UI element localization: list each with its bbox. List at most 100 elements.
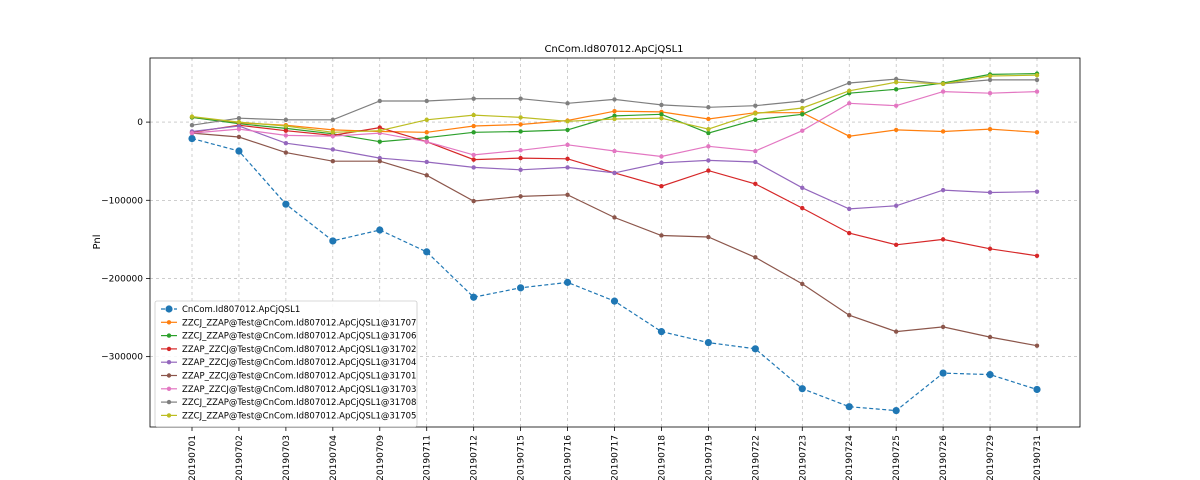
data-point <box>424 130 429 135</box>
data-point <box>845 403 853 411</box>
data-point <box>706 116 711 122</box>
data-point <box>800 205 805 211</box>
data-point <box>565 192 570 198</box>
data-point <box>659 115 664 121</box>
x-axis-ticks: 20190701 20190702 20190703 20190704 20190709… <box>188 427 1043 480</box>
data-point <box>612 97 617 102</box>
legend: CnCom.Id807012.ApCjQSL1 ZZCJ_ZZAP@Test@Cn… <box>154 300 418 428</box>
legend-item: ZZAP_ZZCJ@Test@CnCom.Id807012.ApCjQSL1@3… <box>161 385 416 395</box>
data-point <box>940 237 946 242</box>
legend-item: ZZCJ_ZZAP@Test@CnCom.Id807012.ApCjQSL1@3… <box>161 411 416 421</box>
data-point <box>893 242 899 248</box>
legend-item: CnCom.Id807012.ApCjQSL1 <box>161 305 300 315</box>
data-point <box>563 278 572 286</box>
data-point <box>236 126 242 132</box>
data-point <box>987 90 993 96</box>
x-tick-label: 20190711 <box>423 435 433 480</box>
data-point <box>987 334 993 340</box>
x-tick-label: 20190709 <box>376 435 386 480</box>
x-tick-label: 20190724 <box>845 435 855 480</box>
data-point <box>330 147 336 152</box>
legend-marker <box>166 373 172 378</box>
data-point <box>987 73 993 79</box>
data-point <box>518 96 523 101</box>
data-point <box>659 102 664 108</box>
legend-marker <box>166 320 172 325</box>
x-tick-label: 20190722 <box>751 435 761 480</box>
data-point <box>518 148 523 153</box>
x-tick-label: 20190712 <box>470 435 480 480</box>
legend-marker <box>166 360 172 365</box>
data-point <box>892 406 900 415</box>
data-point <box>565 101 570 106</box>
data-point <box>1034 253 1040 258</box>
data-point <box>612 148 617 154</box>
data-point <box>236 115 242 121</box>
legend-item: ZZCJ_ZZAP@Test@CnCom.Id807012.ApCjQSL1@3… <box>161 318 416 328</box>
data-point <box>189 114 195 119</box>
data-point <box>424 159 429 165</box>
data-point <box>377 125 382 130</box>
data-point <box>753 103 758 108</box>
data-point <box>565 127 570 133</box>
data-point <box>940 81 946 86</box>
data-point <box>847 230 852 236</box>
data-point <box>893 76 899 82</box>
data-point <box>283 123 289 129</box>
data-point <box>235 147 243 155</box>
data-point <box>471 112 476 118</box>
chart-title: CnCom.Id807012.ApCjQSL1 <box>544 44 683 55</box>
x-tick-label: 20190702 <box>235 435 245 480</box>
legend-marker <box>166 346 172 352</box>
data-point <box>753 111 758 116</box>
data-point <box>1034 72 1040 78</box>
data-point <box>377 158 382 164</box>
legend-label: ZZAP_ZZCJ@Test@CnCom.Id807012.ApCjQSL1@3… <box>182 345 416 355</box>
legend-label: CnCom.Id807012.ApCjQSL1 <box>182 305 300 315</box>
data-point <box>283 150 289 155</box>
x-tick-label: 20190703 <box>282 435 292 480</box>
data-point <box>377 128 382 133</box>
data-point <box>706 130 711 136</box>
data-point <box>659 112 664 117</box>
data-point <box>471 157 476 162</box>
data-point <box>283 117 289 122</box>
data-point <box>1034 130 1040 135</box>
data-point <box>424 117 429 122</box>
data-point <box>893 87 899 92</box>
data-point <box>1034 343 1040 348</box>
x-tick-label: 20190704 <box>329 435 339 480</box>
data-point <box>377 139 382 144</box>
legend-marker <box>165 305 173 313</box>
x-tick-label: 20190725 <box>892 435 902 480</box>
x-tick-label: 20190717 <box>611 435 621 480</box>
data-point <box>565 119 570 124</box>
data-point <box>518 129 523 134</box>
legend-item: ZZAP_ZZCJ@Test@CnCom.Id807012.ApCjQSL1@3… <box>161 372 416 382</box>
data-point <box>847 206 852 212</box>
data-point <box>847 88 852 94</box>
x-tick-label: 20190723 <box>798 435 808 480</box>
data-point <box>283 141 289 146</box>
data-point <box>518 194 523 199</box>
series-9 <box>189 72 1040 135</box>
data-point <box>330 117 336 122</box>
data-point <box>471 165 476 170</box>
data-point <box>610 297 619 305</box>
legend-item: ZZAP_ZZCJ@Test@CnCom.Id807012.ApCjQSL1@3… <box>161 358 416 368</box>
data-point <box>424 139 429 144</box>
data-point <box>751 345 759 353</box>
series-layer <box>188 71 1041 415</box>
x-tick-label: 20190718 <box>657 435 667 480</box>
data-point <box>471 123 476 129</box>
data-point <box>1033 385 1041 394</box>
data-point <box>283 128 289 133</box>
data-point <box>612 108 617 114</box>
data-point <box>1034 189 1040 194</box>
data-point <box>706 234 711 240</box>
data-point <box>423 248 431 256</box>
data-point <box>188 134 196 143</box>
data-point <box>612 215 617 220</box>
data-point <box>612 116 617 122</box>
data-point <box>800 105 805 111</box>
